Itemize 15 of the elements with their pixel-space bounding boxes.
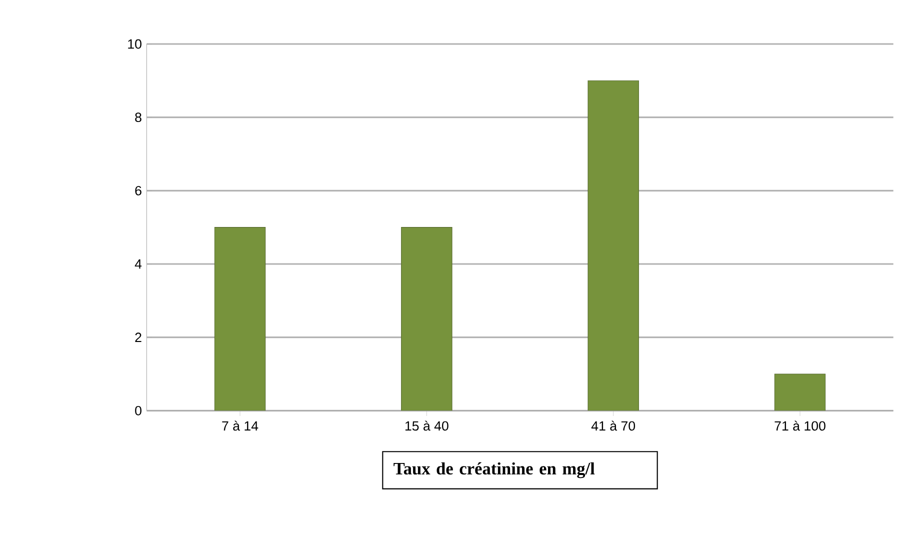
x-tick-label: 15 à 40 [405,420,448,430]
x-tick-label: 41 à 70 [591,420,636,430]
y-tick-label: 0 [135,406,142,416]
bar [401,226,452,411]
y-tick-label: 8 [135,112,142,122]
x-tick-label: 71 à 100 [774,420,826,430]
bar [588,80,639,411]
y-tick-label: 2 [135,332,142,342]
x-axis-title: Taux de créatinine en mg/l [394,462,595,478]
bar [214,226,266,411]
bar [774,374,826,411]
y-tick-label: 4 [134,259,142,268]
x-tick-label: 7 à 14 [222,420,258,430]
y-tick-label: 10 [128,39,142,49]
y-tick-label: 6 [135,186,142,196]
